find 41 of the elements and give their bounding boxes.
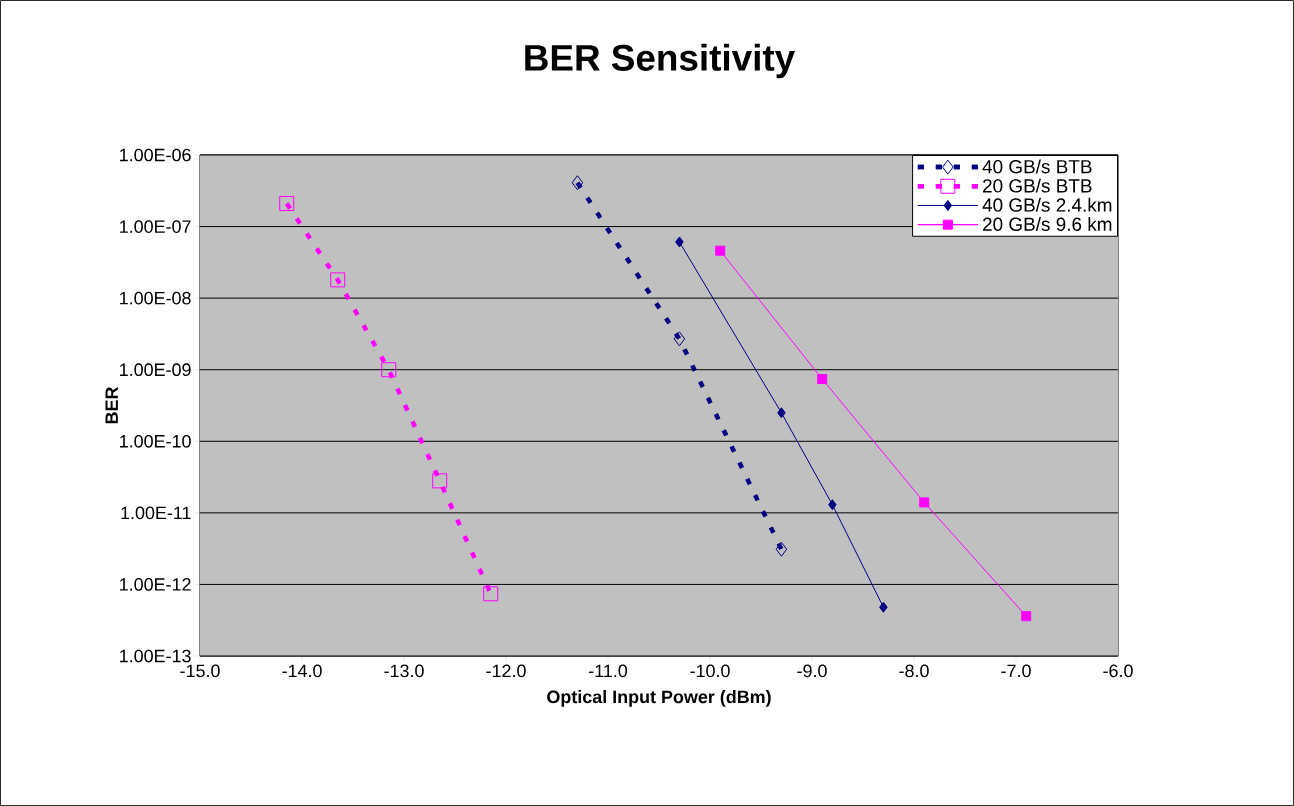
y-tick-label: 1.00E-09 [120,363,191,377]
x-tick-label: -7.0 [1001,664,1031,678]
x-tick-label: -8.0 [899,664,929,678]
x-axis-title: Optical Input Power (dBm) [547,690,771,707]
point [775,541,788,557]
point [483,586,499,602]
legend-label: 20 GB/s BTB [983,178,1092,193]
y-axis-title: BER [105,386,118,424]
y-tick-label: 1.00E-06 [120,148,191,162]
y-tick-label: 1.00E-11 [121,506,191,520]
point [879,601,888,613]
point [571,175,584,191]
legend-label: 40 GB/s 2.4.km [982,197,1112,212]
point [673,331,686,347]
y-tick-label: 1.00E-07 [120,220,191,233]
point [381,362,397,378]
point [919,497,930,508]
chart-title: BER Sensitivity [525,43,795,79]
x-tick-label: -11.0 [589,664,628,678]
point [777,407,786,419]
x-tick-label: -14.0 [282,664,322,678]
legend-label: 40 GB/s BTB [982,159,1092,174]
x-tick-label: -10.0 [690,664,730,678]
point [675,236,684,248]
point [330,272,346,288]
point [279,196,295,212]
point [1021,611,1032,622]
y-tick-label: 1.00E-13 [120,649,191,663]
point [432,473,448,489]
x-tick-label: -9.0 [797,664,827,678]
y-tick-label: 1.00E-10 [120,434,191,448]
x-tick-label: -6.0 [1103,664,1133,678]
y-tick-label: 1.00E-12 [120,578,191,591]
point [817,374,828,385]
point [715,245,726,256]
x-tick-label: -12.0 [486,664,526,678]
y-tick-label: 1.00E-08 [120,291,191,305]
x-tick-label: -13.0 [384,664,424,678]
legend-label: 20 GB/s 9.6 km [983,217,1112,231]
point [828,499,837,511]
x-tick-label: -15.0 [180,664,220,678]
